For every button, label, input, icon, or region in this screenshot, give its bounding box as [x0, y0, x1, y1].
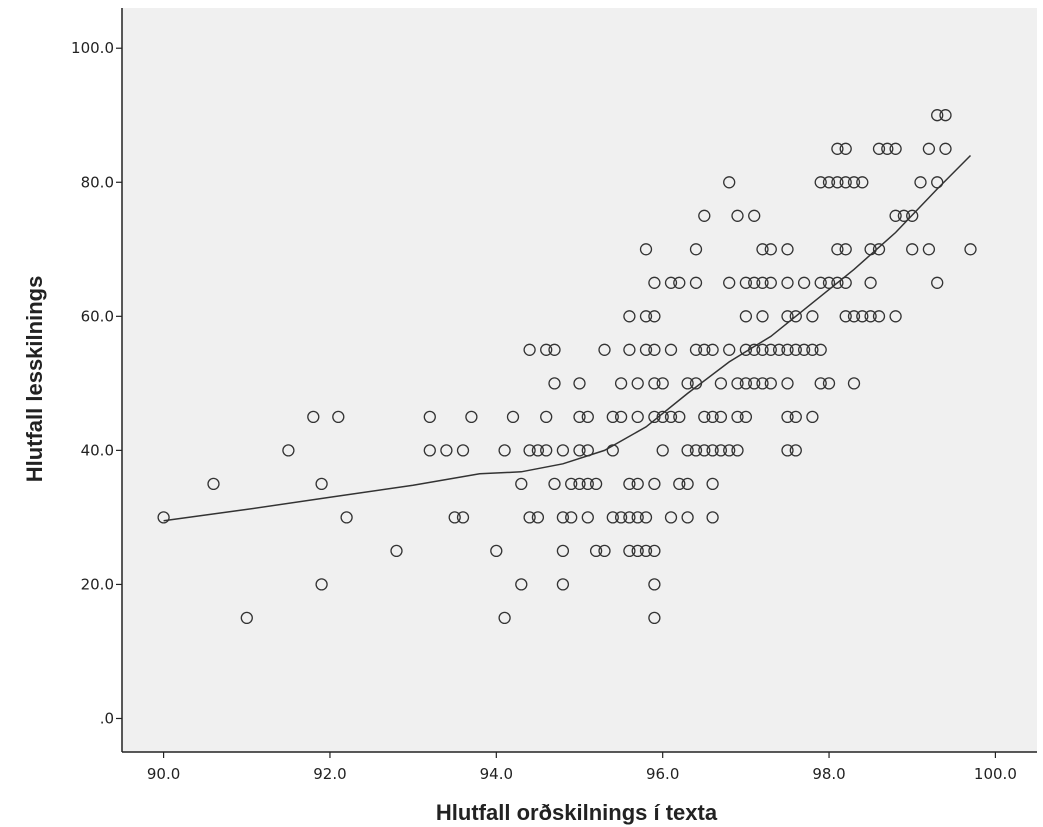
- y-tick-label: 100.0: [71, 39, 114, 57]
- x-tick-label: 90.0: [147, 765, 180, 783]
- y-tick-label: .0: [100, 709, 114, 727]
- x-tick-label: 98.0: [812, 765, 845, 783]
- y-tick-label: 60.0: [81, 307, 114, 325]
- plot-area: [122, 8, 1037, 752]
- y-tick-label: 20.0: [81, 575, 114, 593]
- x-axis-title: Hlutfall orðskilnings í texta: [436, 800, 718, 825]
- y-axis-title: Hlutfall lesskilnings: [22, 276, 47, 483]
- x-axis-ticks: 90.0 92.0 94.0 96.0 98.0 100.0: [147, 752, 1017, 783]
- x-tick-label: 92.0: [313, 765, 346, 783]
- x-tick-label: 94.0: [480, 765, 513, 783]
- y-tick-label: 40.0: [81, 441, 114, 459]
- y-axis-ticks: .0 20.0 40.0 60.0 80.0 100.0: [71, 39, 122, 727]
- y-tick-label: 80.0: [81, 173, 114, 191]
- x-tick-label: 100.0: [974, 765, 1017, 783]
- x-tick-label: 96.0: [646, 765, 679, 783]
